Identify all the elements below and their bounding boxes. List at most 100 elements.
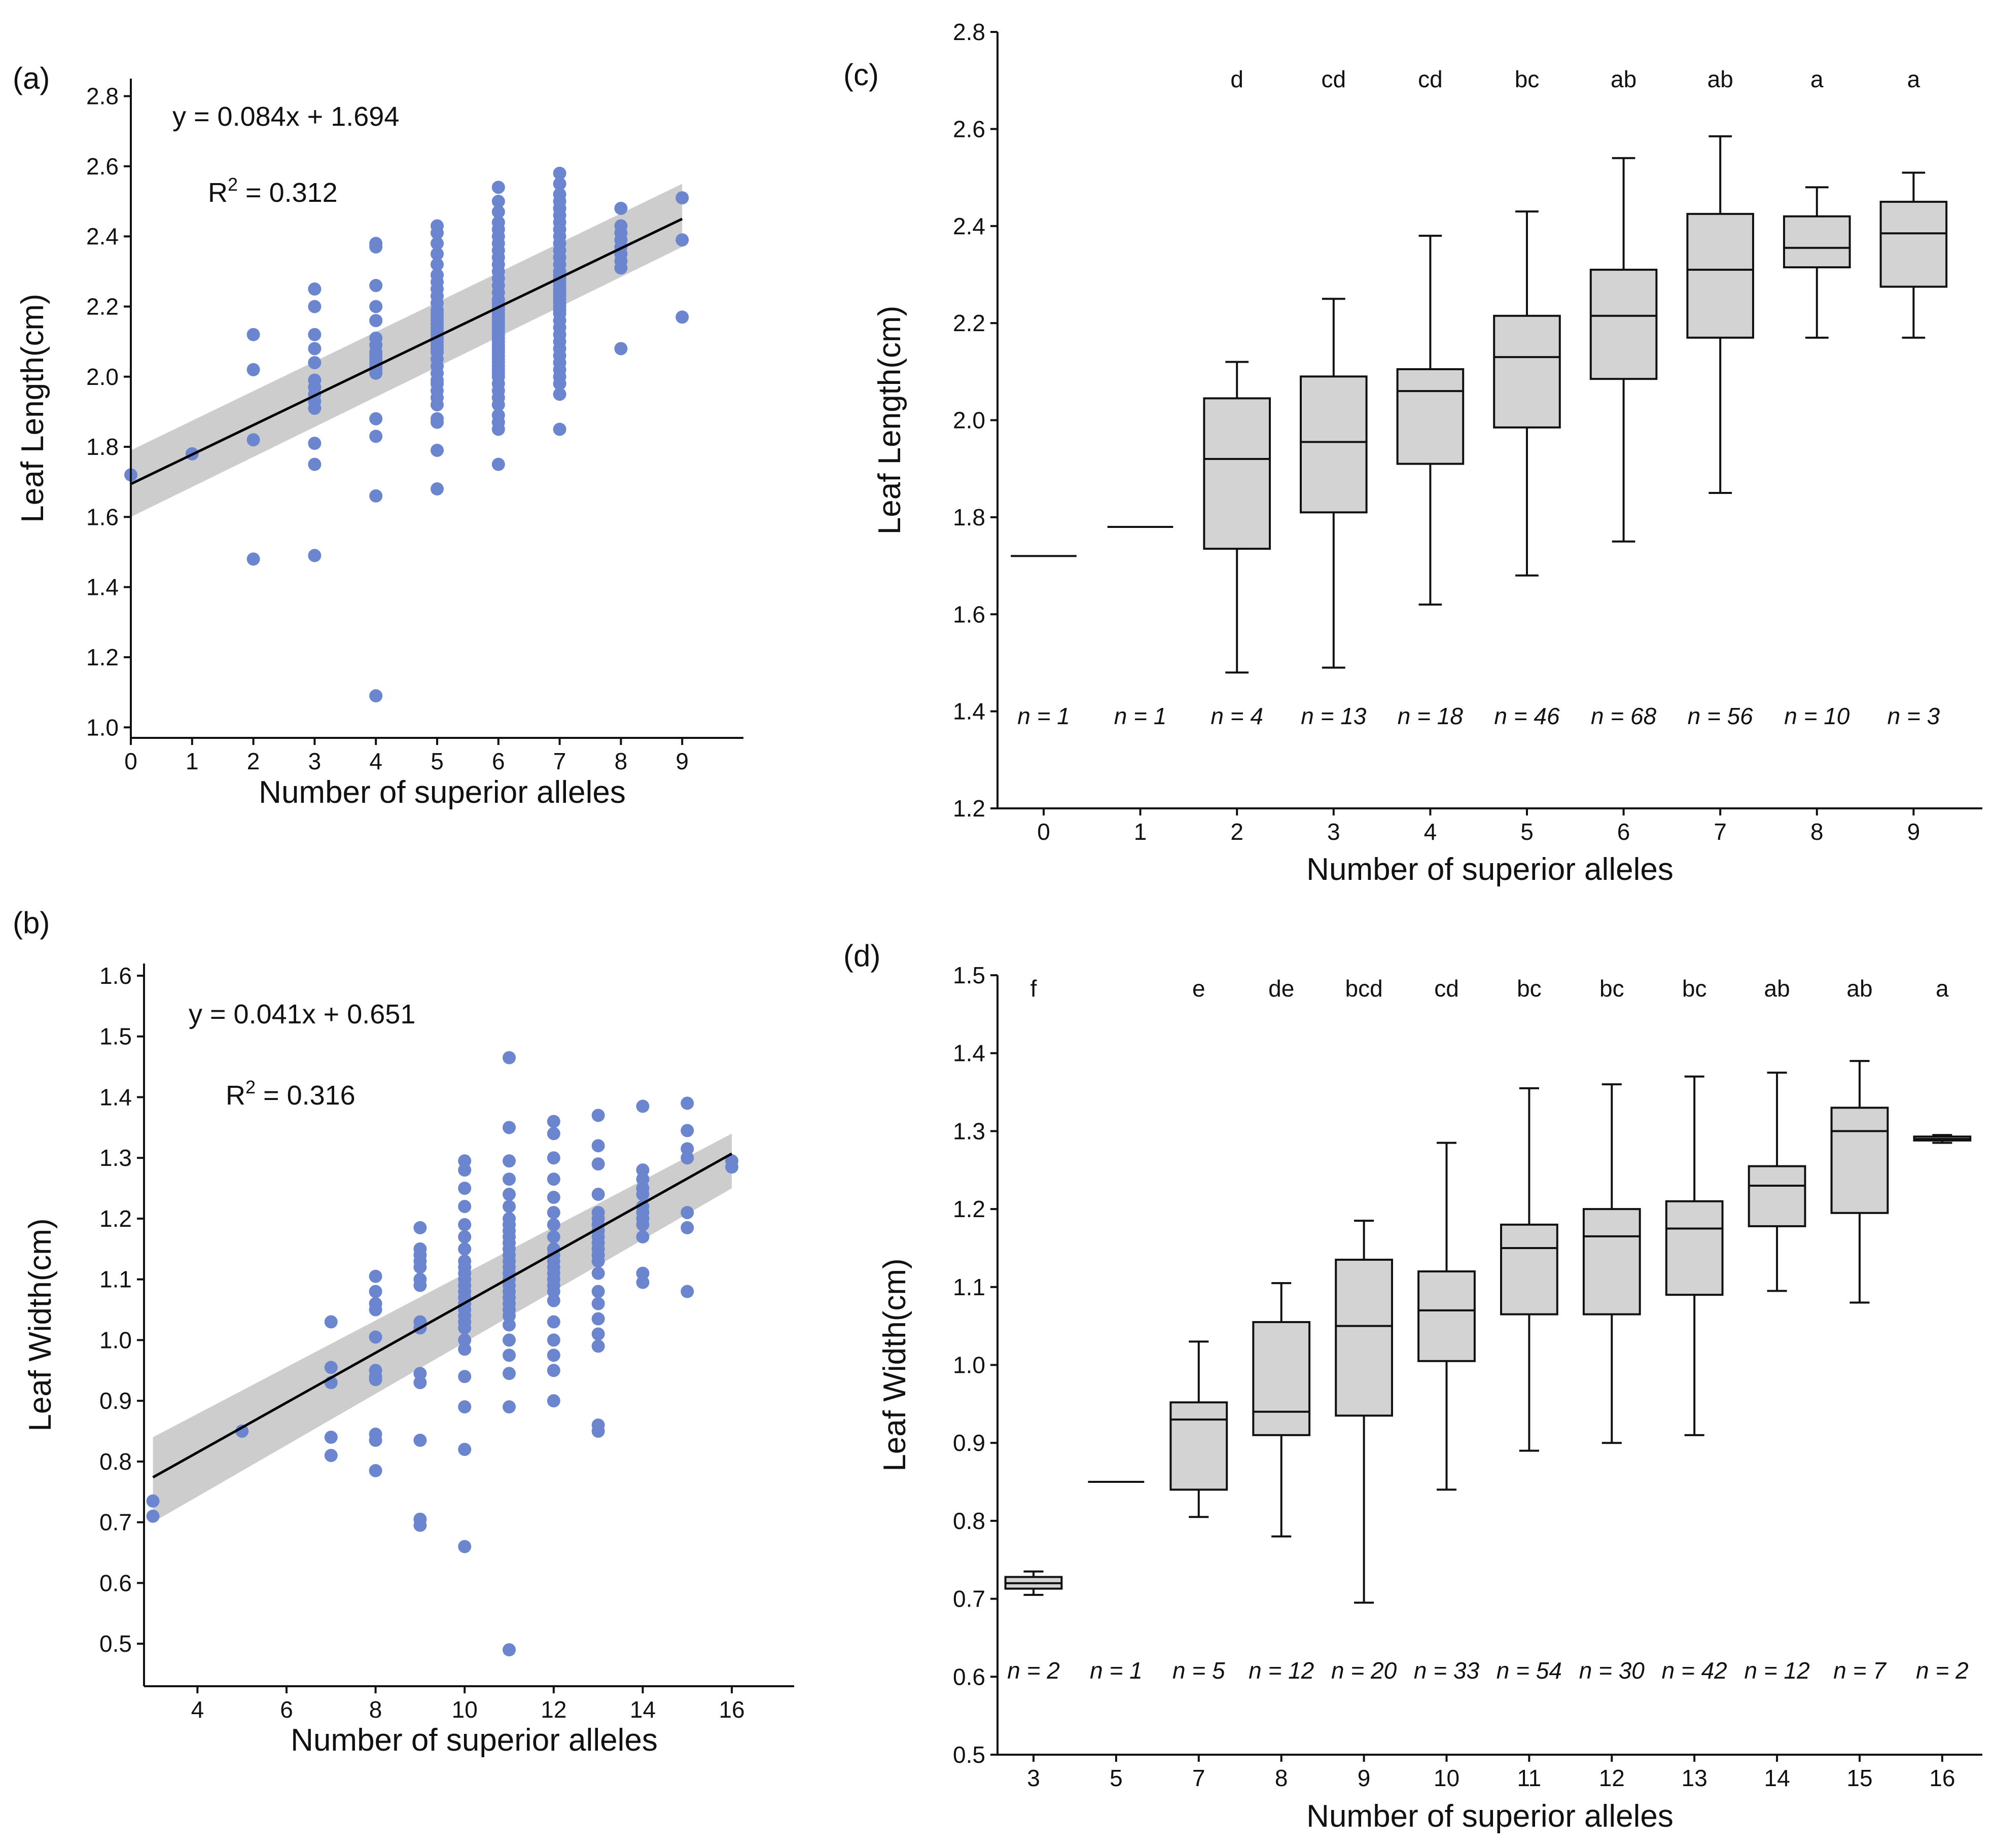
data-point [369,1285,382,1298]
data-point [591,1157,605,1171]
data-point [458,1342,472,1356]
x-tick-label: 16 [719,1696,744,1723]
data-point [503,1643,516,1657]
x-axis-title: Number of superior alleles [1306,852,1673,887]
r-squared-value: = 0.316 [256,1080,355,1111]
data-point [413,1367,427,1380]
data-point [324,1361,338,1374]
y-tick-label: 1.2 [99,1205,132,1232]
x-tick-label: 7 [553,748,566,774]
y-tick-label: 1.3 [99,1145,132,1171]
box-group: 7 ab n = 56 [1686,66,1755,845]
data-point [591,1109,605,1122]
data-point [431,482,444,496]
box-group: 4 cd n = 18 [1396,66,1465,845]
data-point [458,1370,472,1383]
data-point [675,310,689,324]
x-tick-label: 8 [1810,819,1824,845]
data-point [503,1199,516,1213]
data-point [553,422,566,436]
data-point [413,1260,427,1274]
y-tick-label: 2.6 [953,116,985,142]
x-tick-label: 6 [1617,819,1630,845]
x-tick-label: 9 [1907,819,1920,845]
x-tick-label: 15 [1846,1765,1872,1791]
y-tick-label: 0.9 [953,1430,985,1456]
y-tick-label: 0.8 [953,1508,985,1534]
regression-equation: y = 0.041x + 0.651 [189,999,415,1029]
significance-letter: bc [1599,975,1624,1002]
data-point [413,1434,427,1447]
box-group: 15 ab n = 7 [1830,975,1889,1791]
x-tick-label: 14 [1764,1765,1790,1791]
regression-line [130,218,683,485]
panel-label: (c) [843,58,879,92]
x-tick-label: 8 [1275,1765,1288,1791]
data-point [547,1191,560,1204]
data-point [235,1425,249,1438]
y-tick-label: 1.0 [953,1352,985,1378]
sample-size-label: n = 3 [1888,703,1940,729]
data-point [591,1339,605,1353]
data-point [308,356,322,370]
data-point [636,1218,650,1231]
y-axis-title: Leaf Length(cm) [872,306,907,535]
data-point [369,278,383,292]
panel-label: (d) [843,939,880,973]
data-point [431,415,444,429]
x-tick-label: 10 [1434,1765,1459,1791]
r-squared-superscript: 2 [245,1077,256,1097]
data-point [636,1099,650,1113]
data-point [369,1330,382,1344]
data-point [369,240,383,254]
significance-letter: cd [1322,66,1346,92]
data-point [458,1400,472,1414]
data-point [431,398,444,412]
data-point [324,1315,338,1329]
sample-size-label: n = 30 [1579,1657,1645,1684]
data-point [308,549,322,562]
data-point [636,1230,650,1243]
data-point [491,422,505,436]
significance-letter: ab [1611,66,1636,92]
box-group: 13 bc n = 42 [1662,975,1727,1791]
regression-equation: y = 0.084x + 1.694 [172,101,399,132]
significance-letter: e [1192,975,1205,1002]
box-iqr [1783,215,1851,269]
box-iqr [1396,368,1465,465]
y-tick-label: 1.4 [953,1040,985,1067]
x-tick-label: 12 [541,1696,566,1723]
box-group: 3 f n = 2 [1004,975,1063,1791]
box-group: 10 cd n = 33 [1414,975,1480,1791]
data-point [725,1160,739,1174]
data-point [369,1464,382,1477]
data-point [547,1285,560,1298]
data-point [591,1312,605,1326]
sample-size-label: n = 18 [1398,703,1464,729]
data-point [146,1509,160,1523]
data-point [491,457,505,471]
y-tick-label: 0.8 [99,1448,132,1475]
scatter-points [146,1051,739,1657]
data-point [591,1425,605,1438]
significance-letter: ab [1764,975,1790,1002]
x-tick-label: 7 [1192,1765,1205,1791]
data-point [591,1188,605,1201]
y-tick-label: 0.6 [99,1570,132,1596]
x-tick-label: 3 [308,748,322,774]
x-tick-label: 5 [1110,1765,1123,1791]
x-tick-label: 13 [1682,1765,1707,1791]
data-point [503,1400,516,1414]
data-point [413,1221,427,1234]
significance-letter: de [1268,975,1294,1002]
data-point [369,489,383,503]
data-point [491,398,505,412]
data-point [503,1367,516,1380]
y-tick-label: 1.4 [953,698,985,725]
data-point [681,1096,694,1110]
box-iqr [1589,268,1658,380]
y-axis-title: Leaf Width(cm) [23,1218,58,1431]
data-point [369,1434,382,1447]
y-tick-label: 1.8 [86,434,119,460]
data-point [491,205,505,219]
